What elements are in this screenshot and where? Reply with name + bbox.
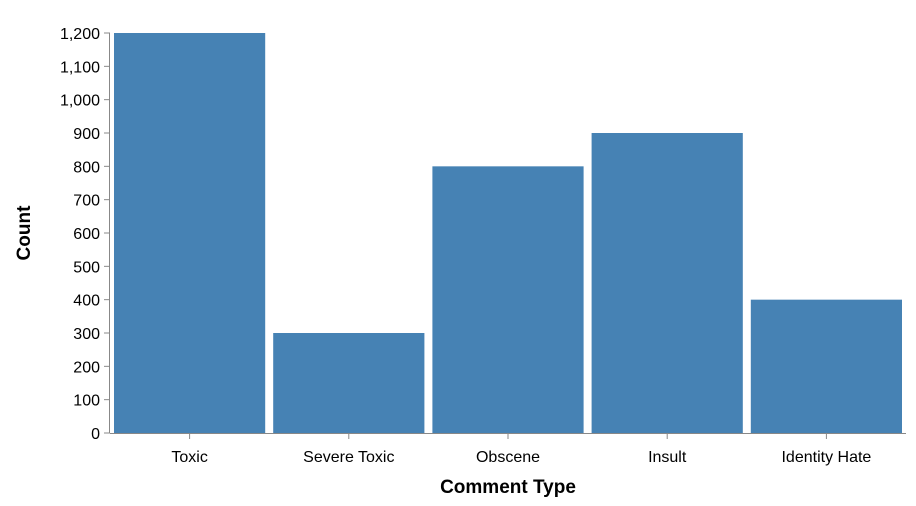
y-tick-label: 200 xyxy=(73,359,100,376)
bar-severe-toxic xyxy=(273,333,425,433)
bar-toxic xyxy=(114,33,266,433)
y-tick-label: 1,100 xyxy=(60,59,100,76)
y-axis: 0 100 200 300 400 500 600 700 800 900 1,000 1,100 1,… xyxy=(60,26,110,443)
x-tick-label: Obscene xyxy=(476,449,540,466)
x-axis-title: Comment Type xyxy=(440,477,576,498)
x-tick-label: Toxic xyxy=(171,449,207,466)
x-tick-label: Severe Toxic xyxy=(303,449,394,466)
y-tick-label: 400 xyxy=(73,293,100,310)
y-tick-label: 500 xyxy=(73,259,100,276)
y-axis-title: Count xyxy=(14,205,35,261)
y-tick-label: 1,200 xyxy=(60,26,100,43)
y-tick-label: 1,000 xyxy=(60,93,100,110)
bar-insult xyxy=(591,133,743,433)
bars-group xyxy=(114,33,902,434)
y-tick-label: 800 xyxy=(73,159,100,176)
y-tick-label: 100 xyxy=(73,393,100,410)
y-tick-label: 300 xyxy=(73,326,100,343)
x-tick-label: Identity Hate xyxy=(781,449,871,466)
bar-obscene xyxy=(432,166,584,434)
x-axis: Toxic Severe Toxic Obscene Insult Identity H… xyxy=(110,433,906,466)
bar-identity-hate xyxy=(750,299,902,433)
y-tick-label: 0 xyxy=(91,426,100,443)
y-tick-label: 600 xyxy=(73,226,100,243)
x-tick-label: Insult xyxy=(648,449,687,466)
y-tick-label: 900 xyxy=(73,126,100,143)
y-tick-label: 700 xyxy=(73,193,100,210)
